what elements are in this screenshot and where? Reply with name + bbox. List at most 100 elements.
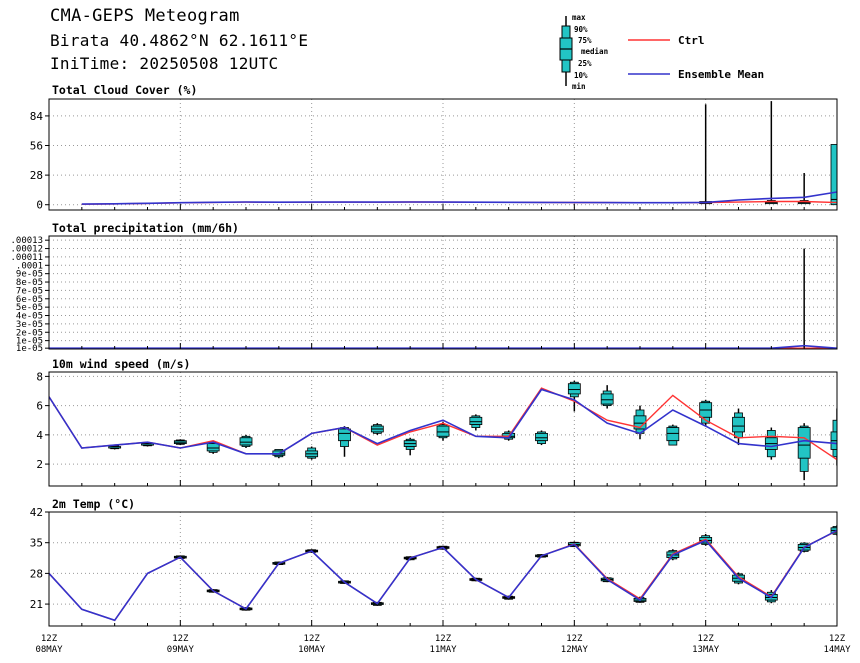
box-iqr (535, 432, 548, 442)
legend-box-label-min: min (572, 82, 586, 91)
legend-box-label-p25: 25% (578, 59, 592, 68)
box-p10-p25 (668, 557, 678, 560)
box-p10-p25 (438, 435, 448, 439)
ytick-label: 4e-05 (16, 312, 43, 322)
box-p10-p25 (766, 599, 776, 603)
box-whisker (305, 446, 319, 460)
box-p75-p90 (635, 409, 645, 417)
box-p10-p25 (537, 440, 546, 445)
legend-box-label-p75: 75% (578, 36, 592, 45)
xtick-label-date: 14MAY (823, 645, 851, 655)
panel-0: 84 56 28 0 (30, 98, 838, 212)
ytick-label: .00013 (10, 236, 43, 246)
ytick-label: 8e-05 (16, 278, 43, 288)
box-p10-p25 (471, 424, 481, 428)
ytick-label: 2 (36, 458, 43, 471)
legend-ctrl-label: Ctrl (678, 34, 705, 47)
xtick-label-hour: 12Z (172, 634, 189, 644)
legend-box-label-p90: 90% (574, 25, 588, 34)
box-whisker (764, 427, 778, 460)
panel-3: 42 35 28 21 (30, 506, 838, 627)
box-whisker (797, 423, 811, 481)
ytick-label: 2e-05 (16, 328, 43, 338)
box-p10-p25 (504, 597, 514, 600)
panel-title-temp: 2m Temp (°C) (52, 497, 136, 511)
ytick-label: 1e-05 (16, 337, 43, 347)
ytick-label: 28 (30, 169, 43, 182)
panel-plot-area (49, 248, 837, 349)
ytick-label: 56 (30, 140, 43, 153)
box-p10-p25 (569, 393, 579, 398)
ytick-label: 1e-05 (16, 344, 43, 354)
xtick-label-hour: 12Z (698, 634, 715, 644)
box-p10-p25 (635, 601, 645, 603)
box-p10-p25 (602, 403, 612, 407)
box-whisker (567, 380, 581, 412)
box-iqr (732, 416, 745, 433)
panel-title-precip: Total precipitation (mm/6h) (52, 221, 239, 235)
ytick-label: 5e-05 (16, 303, 43, 313)
xtick-label-hour: 12Z (829, 634, 846, 644)
box-p10-p25 (405, 446, 415, 450)
box-iqr (206, 443, 220, 452)
box-iqr (600, 393, 614, 405)
box-iqr (830, 144, 837, 206)
box-whisker (830, 144, 837, 206)
legend-box-sample (559, 16, 573, 86)
panel-1: .00013.00012.00011.00019e-058e-057e-056e… (10, 235, 838, 354)
box-whisker (666, 424, 680, 446)
box-p10-p25 (832, 449, 837, 458)
xtick-label-date: 10MAY (298, 645, 326, 655)
xtick-label-hour: 12Z (435, 634, 452, 644)
ytick-label: 28 (30, 567, 43, 580)
panel-2: 8 6 4 2 (36, 370, 838, 487)
ytick-label: 7e-05 (16, 286, 43, 296)
box-whisker (797, 173, 811, 205)
box-p75-p90 (832, 526, 837, 529)
chart-title: CMA-GEPS Meteogram (50, 6, 240, 26)
box-p75-p90 (602, 390, 612, 395)
panel-plot-area (49, 380, 837, 481)
ytick-label: 8 (36, 370, 43, 383)
box-whisker (699, 104, 713, 205)
box-p10-p25 (175, 443, 185, 445)
ytick-label: 84 (30, 110, 44, 123)
ytick-label: 21 (30, 598, 43, 611)
box-whisker (830, 408, 837, 466)
ytick-label: 6e-05 (16, 295, 43, 305)
box-p10-p25 (372, 604, 382, 606)
panel-title-cloud: Total Cloud Cover (%) (52, 83, 198, 97)
ytick-label: .00012 (10, 245, 43, 255)
legend-box-label-p10: 10% (574, 71, 588, 80)
ensemble-mean-line (49, 388, 837, 455)
box-p75-p90 (307, 447, 317, 452)
ensemble-mean-line (49, 529, 837, 622)
box-whisker (732, 408, 745, 446)
box-iqr (567, 383, 581, 395)
legend-box-label-max: max (572, 13, 586, 22)
xtick-label-date: 13MAY (692, 645, 720, 655)
box-whisker (338, 426, 351, 457)
ytick-label: .00011 (10, 253, 43, 263)
legend-box-label-median: median (581, 47, 609, 56)
box-p10-p25 (799, 549, 809, 552)
init-time-text: IniTime: 20250508 12UTC (50, 54, 279, 73)
location-text: Birata 40.4862°N 62.1611°E (50, 31, 309, 50)
xtick-label-hour: 12Z (566, 634, 583, 644)
box-p10-p25 (372, 431, 382, 434)
box-p10-p25 (241, 444, 251, 447)
ytick-label: 9e-05 (16, 270, 43, 280)
ytick-label: 6 (36, 400, 43, 413)
legend-mean-label: Ensemble Mean (678, 68, 765, 81)
ytick-label: 0 (36, 199, 43, 212)
xtick-label-date: 09MAY (167, 645, 195, 655)
box-whisker (403, 437, 417, 456)
ytick-label: 3e-05 (16, 320, 43, 330)
box-p10-p25 (734, 580, 743, 584)
panel-title-wind: 10m wind speed (m/s) (52, 357, 191, 371)
xtick-label-date: 12MAY (561, 645, 589, 655)
ensemble-mean-line (81, 191, 837, 205)
box-iqr (666, 427, 680, 442)
box-whisker (600, 385, 614, 409)
